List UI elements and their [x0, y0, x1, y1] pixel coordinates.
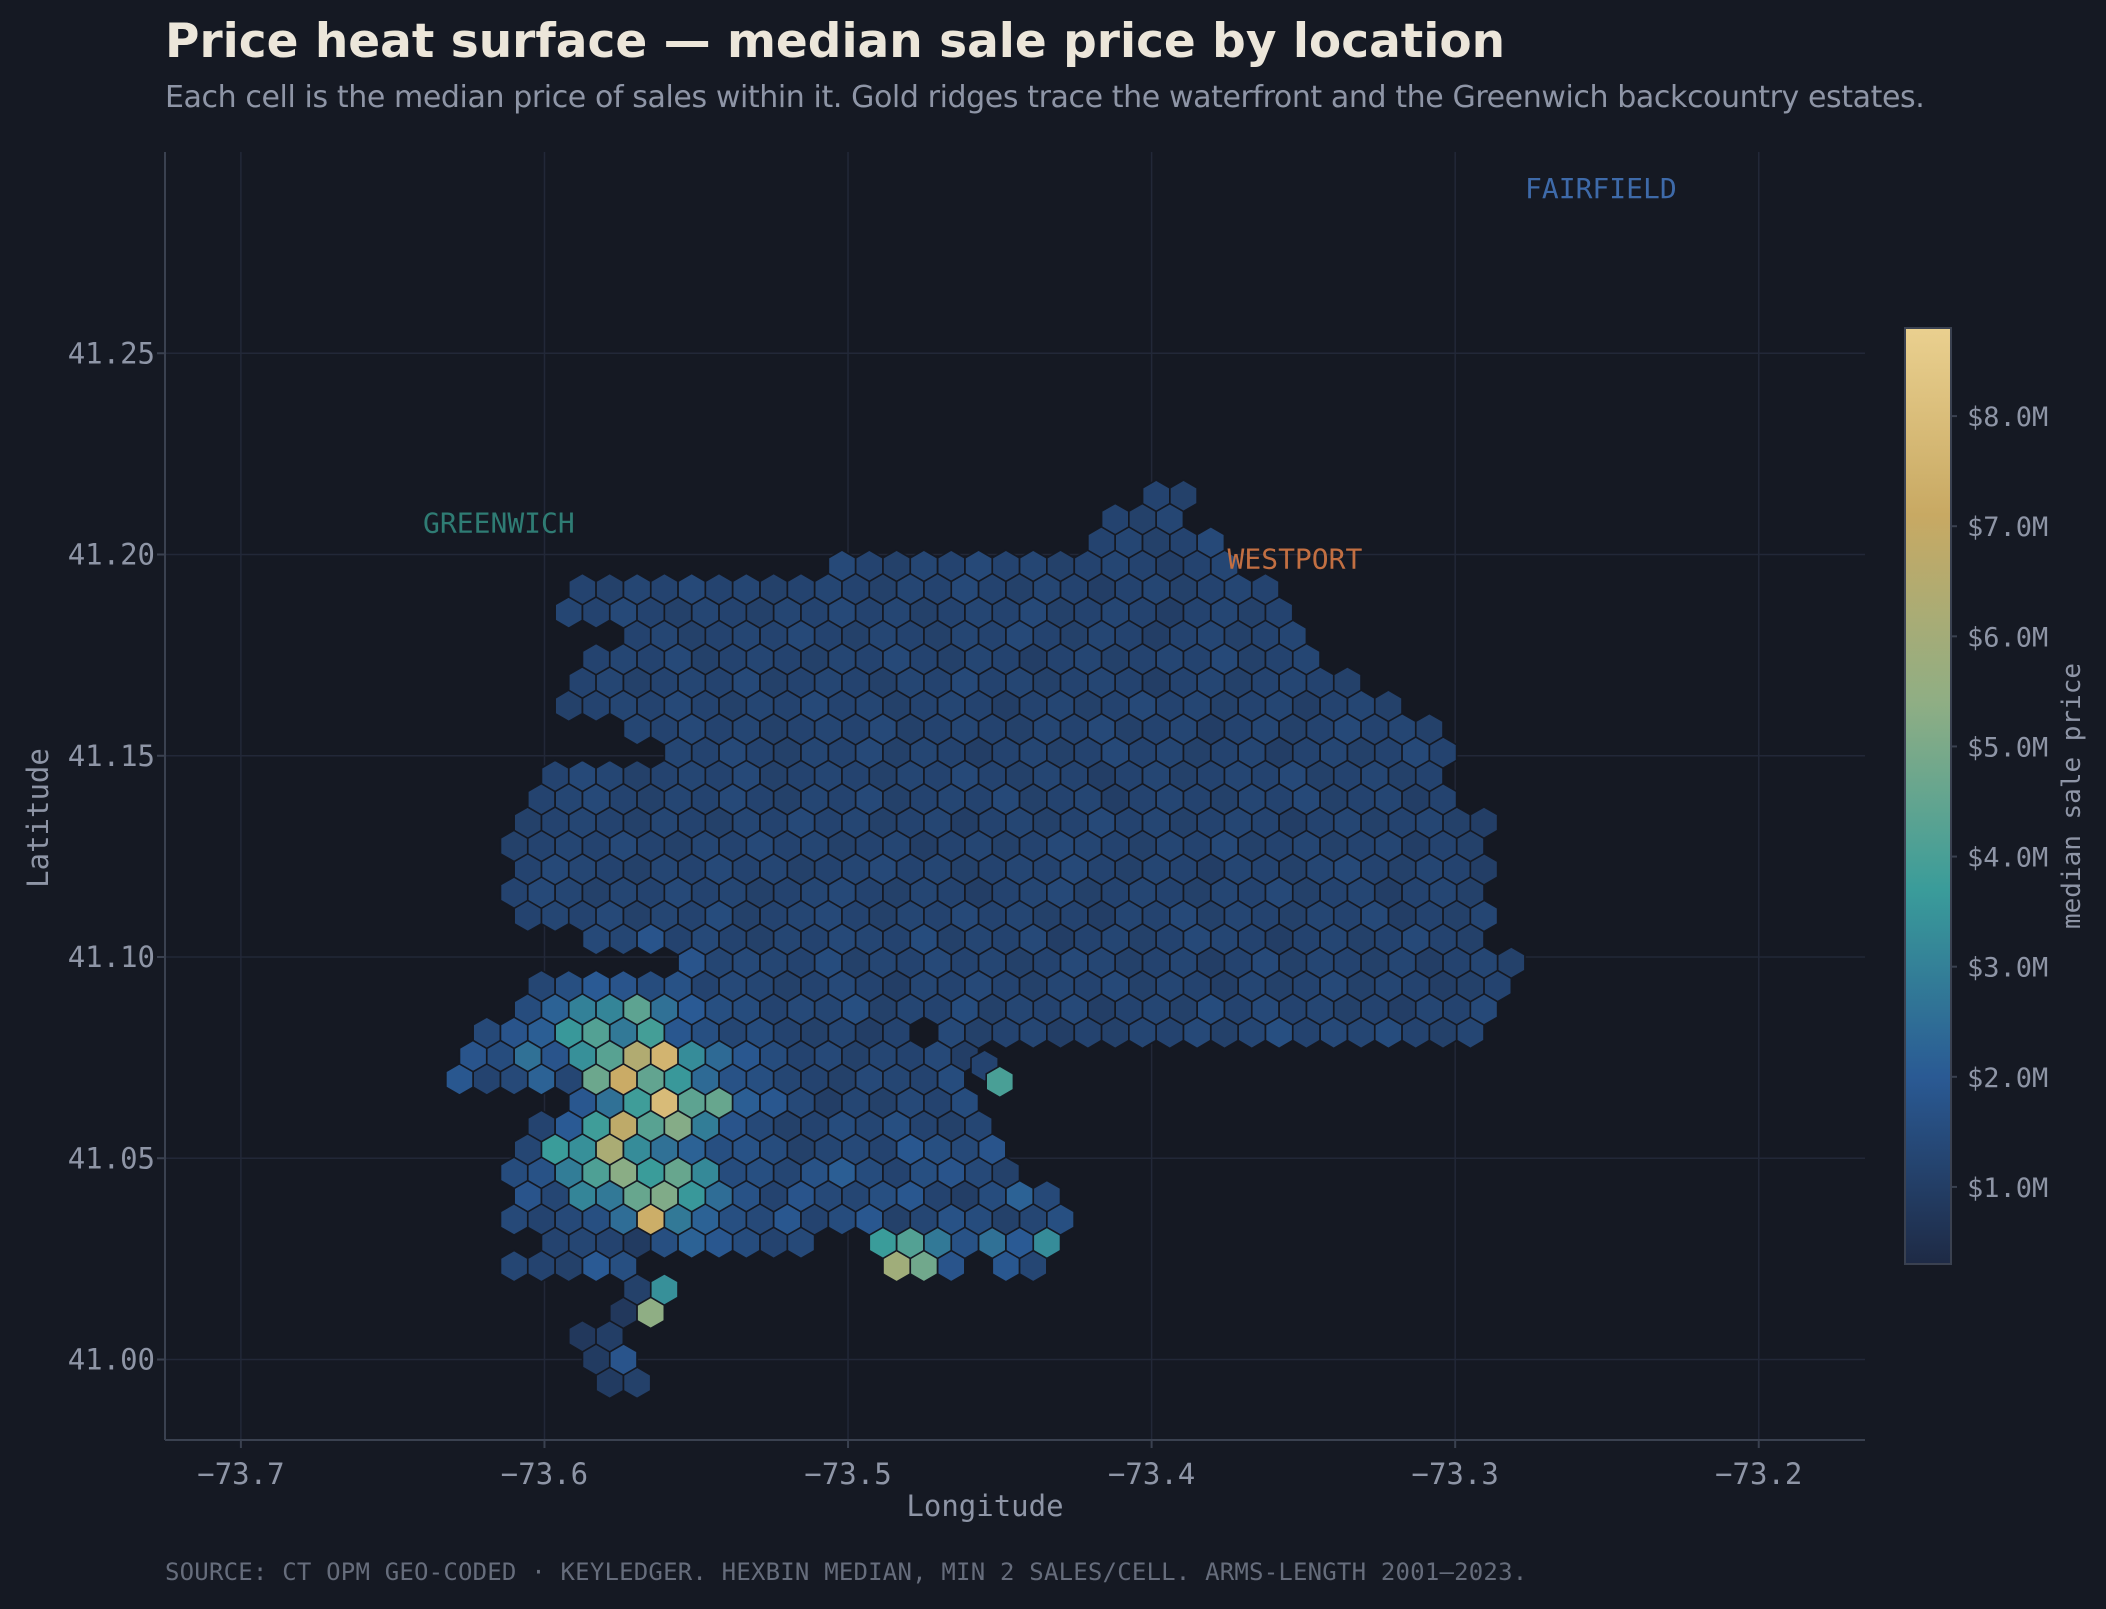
- hex-cell: [1333, 665, 1362, 700]
- source-footnote: SOURCE: CT OPM GEO-CODED · KEYLEDGER. HE…: [165, 1558, 1528, 1586]
- hex-cell: [499, 1249, 529, 1283]
- hex-cell: [827, 549, 857, 583]
- hex-cell: [1141, 479, 1171, 513]
- hex-cell: [909, 549, 939, 583]
- colorbar-tick-label: $1.0M: [1967, 1173, 2048, 1204]
- hex-cell: [964, 549, 994, 583]
- hex-cell: [526, 1109, 556, 1143]
- hex-cell: [985, 1065, 1015, 1099]
- hex-cell: [1100, 502, 1130, 536]
- x-tick-label: −73.4: [1108, 1457, 1195, 1491]
- hex-cell: [567, 759, 597, 793]
- x-axis-label: Longitude: [906, 1489, 1063, 1523]
- hex-cell: [595, 572, 625, 606]
- y-tick-label: 41.10: [68, 940, 155, 974]
- hex-cell: [759, 572, 789, 606]
- chart-title: Price heat surface — median sale price b…: [165, 14, 1506, 69]
- hex-cell: [622, 759, 652, 793]
- hex-cell: [526, 969, 556, 1003]
- colorbar-label: median sale price: [2057, 663, 2087, 929]
- hex-cell: [567, 572, 597, 606]
- hex-cell: [622, 572, 652, 606]
- hex-cell: [1032, 1179, 1062, 1213]
- hex-cell: [1046, 549, 1075, 583]
- x-tick-label: −73.2: [1715, 1457, 1802, 1491]
- hex-cell: [567, 1319, 597, 1353]
- hex-cell: [1496, 945, 1526, 980]
- y-tick-label: 41.20: [68, 538, 155, 572]
- town-label-westport: WESTPORT: [1228, 543, 1363, 576]
- hex-cell: [731, 572, 761, 606]
- hex-cell: [472, 1016, 502, 1050]
- hex-cell: [636, 969, 666, 1003]
- town-annotations: GREENWICH WESTPORT FAIRFIELD: [423, 172, 1677, 575]
- axes: −73.7 −73.6 −73.5 −73.4 −73.3 −73.2 41.00 41.05…: [21, 152, 1865, 1523]
- colorbar-tick-label: $3.0M: [1967, 953, 2048, 984]
- hex-cell: [649, 1272, 679, 1307]
- hex-cell: [649, 572, 679, 606]
- hex-cell: [595, 759, 625, 793]
- hex-cell: [991, 549, 1021, 583]
- town-label-greenwich: GREENWICH: [423, 506, 575, 539]
- hex-cell: [1415, 712, 1444, 746]
- colorbar-tick-label: $5.0M: [1967, 732, 2048, 763]
- y-axis-label: Latitude: [21, 748, 55, 888]
- colorbar: $1.0M $2.0M $3.0M $4.0M $5.0M $6.0M $7.0M $8.0M…: [1904, 327, 2087, 1265]
- hex-cell: [704, 572, 734, 606]
- chart-subtitle: Each cell is the median price of sales w…: [165, 80, 1925, 115]
- hex-cell: [1169, 479, 1198, 513]
- hex-cell: [554, 969, 584, 1003]
- hex-cell: [1251, 572, 1280, 606]
- x-tick-label: −73.7: [197, 1457, 284, 1491]
- x-tick-label: −73.6: [501, 1457, 588, 1491]
- hex-cell: [581, 969, 611, 1003]
- hex-cell: [581, 642, 611, 676]
- y-tick-label: 41.05: [68, 1141, 155, 1175]
- hex-cell: [1469, 805, 1499, 840]
- colorbar-tick-label: $7.0M: [1967, 512, 2048, 543]
- hex-cell: [882, 549, 912, 583]
- hex-cell: [608, 969, 638, 1003]
- colorbar-tick-label: $6.0M: [1967, 622, 2048, 653]
- x-tick-label: −73.3: [1412, 1457, 1499, 1491]
- colorbar-bar: [1904, 327, 1952, 1265]
- hex-cell: [936, 549, 966, 583]
- hexbin-cells: [445, 479, 1526, 1400]
- x-tick-label: −73.5: [804, 1457, 891, 1491]
- colorbar-tick-label: $8.0M: [1967, 402, 2048, 433]
- y-tick-label: 41.15: [68, 739, 155, 773]
- hex-cell: [1374, 689, 1403, 723]
- hex-cell: [1018, 549, 1048, 583]
- hex-cell: [540, 759, 570, 793]
- y-tick-label: 41.25: [68, 336, 155, 370]
- colorbar-tick-label: $2.0M: [1967, 1063, 2048, 1094]
- town-label-fairfield: FAIRFIELD: [1525, 172, 1677, 205]
- colorbar-tick-label: $4.0M: [1967, 843, 2048, 874]
- hex-cell: [786, 572, 816, 606]
- hex-cell: [677, 572, 707, 606]
- y-tick-label: 41.00: [68, 1343, 155, 1377]
- hex-cell: [1196, 525, 1226, 560]
- hex-cell: [854, 549, 884, 583]
